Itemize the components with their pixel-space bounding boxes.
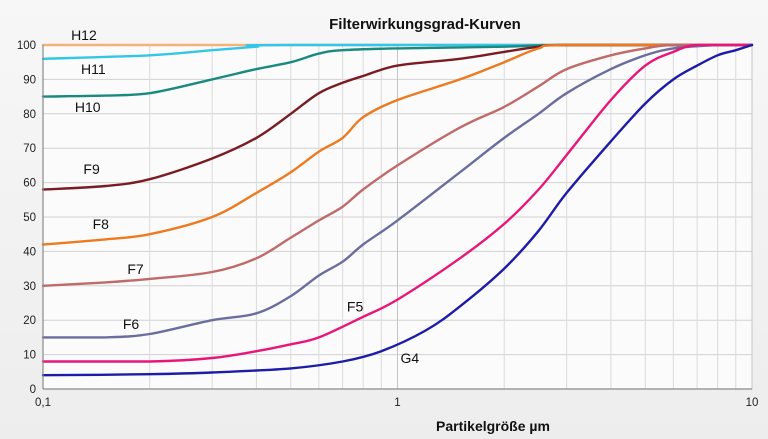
y-tick-label: 40 — [23, 246, 36, 258]
y-tick-label: 80 — [23, 109, 36, 121]
series-label-f9: F9 — [83, 161, 100, 177]
series-label-g4: G4 — [401, 350, 420, 366]
y-tick-label: 20 — [23, 315, 36, 327]
series-line-h10 — [41, 43, 754, 98]
series-line-f9 — [41, 43, 754, 191]
series-group — [41, 43, 754, 377]
y-tick-label: 60 — [23, 178, 36, 190]
chart-title: Filterwirkungsgrad-Kurven — [329, 16, 521, 33]
series-label-h10: H10 — [75, 99, 101, 115]
y-tick-label: 0 — [30, 384, 36, 396]
series-label-h11: H11 — [81, 61, 106, 77]
series-label-h12: H12 — [71, 27, 97, 43]
axes — [42, 45, 752, 390]
tick-labels: 0 10 20 30 40 50 60 70 80 90 100 0,1 1 10 — [17, 40, 759, 409]
series-line-g4 — [41, 43, 754, 377]
x-tick-label: 0,1 — [35, 397, 51, 409]
x-tick-label: 10 — [746, 397, 759, 409]
series-line-f5 — [41, 43, 754, 363]
series-line-f6 — [41, 43, 754, 339]
series-line-f8 — [41, 43, 754, 246]
y-tick-label: 30 — [23, 281, 36, 293]
y-tick-label: 90 — [23, 74, 36, 86]
series-label-f5: F5 — [347, 299, 364, 315]
x-tick-label: 1 — [394, 397, 400, 409]
y-tick-label: 70 — [23, 143, 36, 155]
series-label-f8: F8 — [93, 216, 110, 232]
x-axis-label: Partikelgröße µm — [436, 418, 550, 434]
grid — [42, 44, 753, 390]
series-label-f7: F7 — [127, 261, 144, 277]
series-labels: H12 H11 H10 F9 F8 F7 F6 F5 G4 — [71, 27, 419, 366]
series-label-f6: F6 — [123, 316, 140, 332]
y-tick-label: 100 — [17, 40, 36, 52]
series-line-f7 — [41, 43, 754, 287]
y-tick-label: 10 — [23, 350, 36, 362]
y-tick-label: 50 — [23, 212, 36, 224]
